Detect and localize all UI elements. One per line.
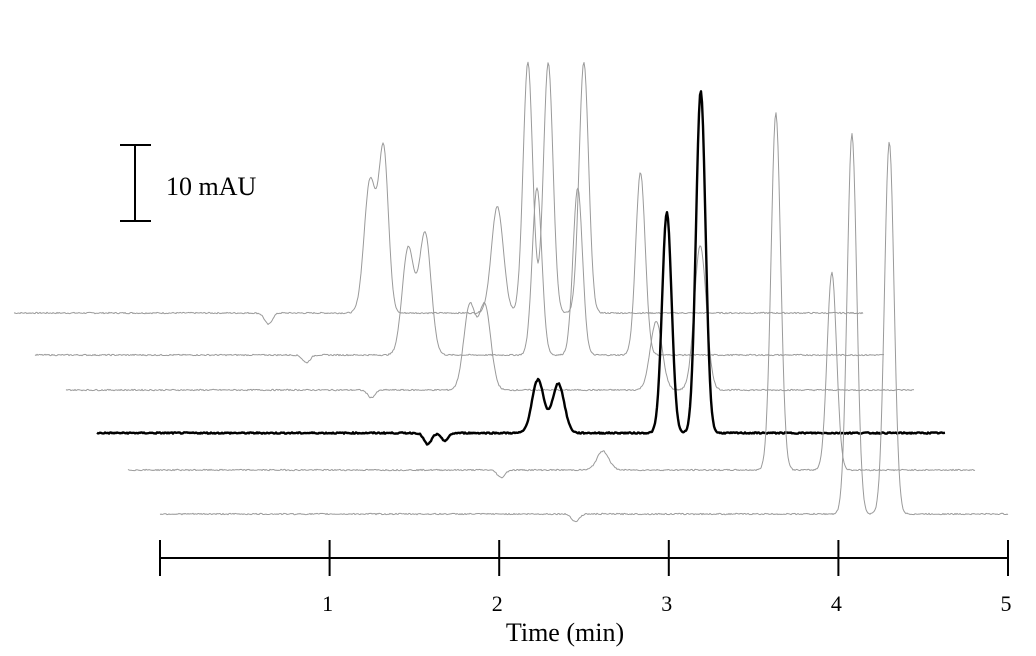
x-tick-label: 1	[322, 591, 333, 616]
chromatogram-trace	[159, 133, 1009, 523]
chromatogram-trace	[65, 245, 915, 399]
scale-bar: 10 mAU	[120, 144, 257, 222]
x-axis-label: Time (min)	[506, 618, 624, 647]
x-tick-label: 2	[492, 591, 503, 616]
x-tick-label: 4	[831, 591, 842, 616]
x-ticks-group: 1 2 3 4 5	[159, 540, 1012, 616]
chromatogram-trace	[13, 61, 864, 325]
chromatogram-trace	[34, 172, 884, 364]
x-tick-label: 5	[1001, 591, 1012, 616]
traces-group	[13, 61, 1009, 523]
x-tick-label: 3	[661, 591, 672, 616]
chromatogram-trace-highlighted	[96, 90, 946, 446]
x-axis: 1 2 3 4 5 Time (min)	[159, 540, 1012, 647]
scale-bar-label: 10 mAU	[166, 172, 257, 201]
chromatogram-trace	[127, 112, 976, 479]
